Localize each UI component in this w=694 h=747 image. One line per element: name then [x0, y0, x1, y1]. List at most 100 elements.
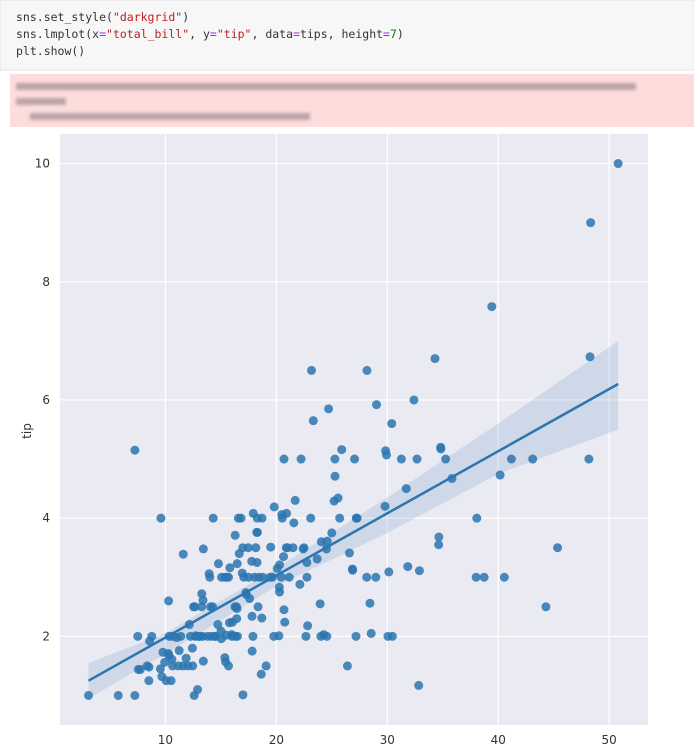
- scatter-point: [365, 598, 375, 608]
- scatter-point: [441, 454, 451, 464]
- scatter-point: [299, 543, 309, 553]
- scatter-point: [156, 513, 166, 523]
- scatter-point: [261, 661, 271, 671]
- scatter-point: [245, 594, 255, 604]
- scatter-point: [232, 614, 242, 624]
- scatter-point: [251, 543, 261, 553]
- scatter-point: [198, 544, 208, 554]
- scatter-point: [362, 365, 372, 375]
- scatter-point: [166, 676, 176, 686]
- scatter-point: [436, 444, 446, 454]
- code-cell[interactable]: [0, 0, 694, 71]
- scatter-point: [193, 685, 203, 695]
- code-line: plt.show(): [16, 44, 85, 58]
- scatter-point: [350, 454, 360, 464]
- scatter-point: [403, 562, 413, 572]
- scatter-point: [472, 513, 482, 523]
- scatter-point: [188, 661, 198, 671]
- scatter-point: [553, 543, 563, 553]
- scatter-point: [284, 572, 294, 582]
- scatter-point: [303, 621, 313, 631]
- scatter-point: [396, 454, 406, 464]
- scatter-point: [288, 543, 298, 553]
- scatter-point: [174, 646, 184, 656]
- scatter-point: [479, 572, 489, 582]
- scatter-point: [371, 572, 381, 582]
- scatter-point: [232, 631, 242, 641]
- code-token: "total_bill": [106, 27, 189, 41]
- y-tick-label: 2: [42, 629, 50, 643]
- scatter-point: [295, 579, 305, 589]
- code-lines: sns.set_style("darkgrid")sns.lmplot(x="t…: [16, 10, 404, 58]
- code-line: sns.set_style("darkgrid"): [16, 10, 189, 24]
- scatter-point: [387, 631, 397, 641]
- scatter-point: [414, 680, 424, 690]
- scatter-point: [372, 400, 382, 410]
- scatter-point: [84, 690, 94, 700]
- scatter-point: [414, 566, 424, 576]
- scatter-point: [330, 471, 340, 481]
- scatter-point: [327, 528, 337, 538]
- scatter-point: [301, 631, 311, 641]
- scatter-point: [344, 548, 354, 558]
- scatter-point: [382, 450, 392, 460]
- scatter-point: [176, 631, 186, 641]
- scatter-point: [366, 628, 376, 638]
- scatter-point: [351, 631, 361, 641]
- scatter-point: [324, 404, 334, 414]
- scatter-point: [306, 513, 316, 523]
- y-tick-label: 8: [42, 275, 50, 289]
- confidence-band: [88, 340, 619, 699]
- scatter-point: [181, 653, 191, 663]
- scatter-point: [257, 513, 267, 523]
- scatter-point: [322, 536, 332, 546]
- scatter-point: [113, 690, 123, 700]
- scatter-point: [487, 302, 497, 312]
- scatter-point: [232, 559, 242, 569]
- scatter-point: [333, 493, 343, 503]
- scatter-point: [412, 454, 422, 464]
- scatter-point: [130, 690, 140, 700]
- scatter-point: [257, 613, 267, 623]
- regression-line: [87, 382, 619, 682]
- scatter-point: [236, 513, 246, 523]
- plot-area: [60, 134, 648, 725]
- scatter-point: [586, 218, 596, 228]
- scatter-point: [225, 563, 235, 573]
- scatter-point: [330, 454, 340, 464]
- scatter-point: [315, 599, 325, 609]
- scatter-point: [208, 513, 218, 523]
- scatter-point: [252, 527, 262, 537]
- scatter-point: [289, 518, 299, 528]
- scatter-point: [167, 654, 177, 664]
- scatter-point: [160, 657, 170, 667]
- scatter-point: [335, 513, 345, 523]
- scatter-point: [280, 617, 290, 627]
- scatter-point: [471, 572, 481, 582]
- scatter-point: [312, 554, 322, 564]
- scatter-point: [342, 661, 352, 671]
- scatter-point: [322, 631, 332, 641]
- scatter-point: [238, 690, 248, 700]
- scatter-point: [243, 543, 253, 553]
- scatter-point: [337, 445, 347, 455]
- scatter-point: [296, 454, 306, 464]
- code-token: =: [210, 27, 217, 41]
- scatter-point: [499, 572, 509, 582]
- scatter-point: [434, 532, 444, 542]
- scatter-point: [133, 631, 143, 641]
- scatter-point: [198, 656, 208, 666]
- scatter-point: [308, 416, 318, 426]
- code-token: "darkgrid": [113, 10, 182, 24]
- scatter-point: [302, 572, 312, 582]
- scatter-point: [147, 631, 157, 641]
- scatter-point: [248, 631, 258, 641]
- x-tick-label: 20: [269, 733, 284, 747]
- scatter-point: [205, 572, 215, 582]
- scatter-point: [269, 502, 279, 512]
- scatter-point: [430, 354, 440, 364]
- scatter-point: [541, 602, 551, 612]
- x-tick-label: 40: [491, 733, 506, 747]
- scatter-point: [506, 454, 516, 464]
